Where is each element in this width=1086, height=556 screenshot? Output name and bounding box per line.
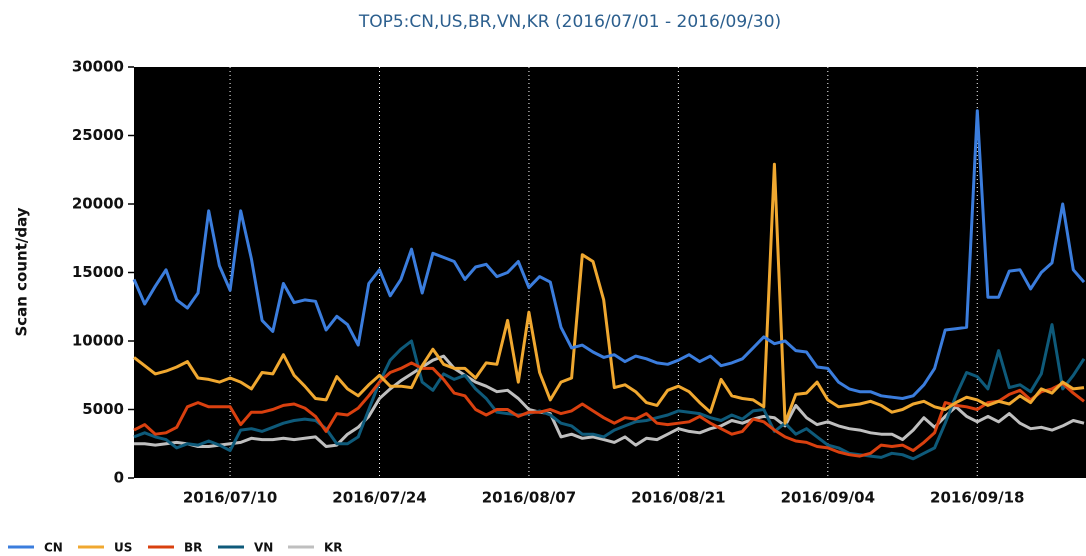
chart-title: TOP5:CN,US,BR,VN,KR (2016/07/01 - 2016/0… — [358, 12, 781, 32]
series-line — [133, 162, 1085, 425]
x-tick-label: 2016/08/07 — [482, 489, 576, 507]
legend-label: VN — [254, 541, 273, 555]
y-tick-label: 25000 — [72, 126, 124, 144]
x-tick-label: 2016/07/24 — [332, 489, 426, 507]
series-line — [134, 354, 1085, 448]
series-line — [132, 109, 1086, 400]
y-tick-label: 5000 — [82, 400, 124, 418]
legend-label: BR — [184, 541, 202, 555]
series-line — [133, 323, 1086, 461]
y-tick-label: 0 — [114, 469, 124, 487]
x-tick-label: 2016/09/04 — [781, 489, 875, 507]
plot-area — [134, 67, 1086, 478]
y-axis-label: Scan count/day — [13, 207, 31, 336]
y-tick-label: 10000 — [72, 332, 124, 350]
legend-label: US — [114, 541, 132, 555]
y-tick-label: 30000 — [72, 58, 124, 76]
x-tick-label: 2016/09/18 — [930, 489, 1024, 507]
y-tick-label: 20000 — [72, 195, 124, 213]
legend-label: CN — [44, 541, 63, 555]
series-line — [133, 361, 1085, 458]
y-tick-label: 15000 — [72, 263, 124, 281]
x-tick-label: 2016/08/21 — [631, 489, 725, 507]
x-tick-label: 2016/07/10 — [183, 489, 277, 507]
legend-label: KR — [324, 541, 343, 555]
